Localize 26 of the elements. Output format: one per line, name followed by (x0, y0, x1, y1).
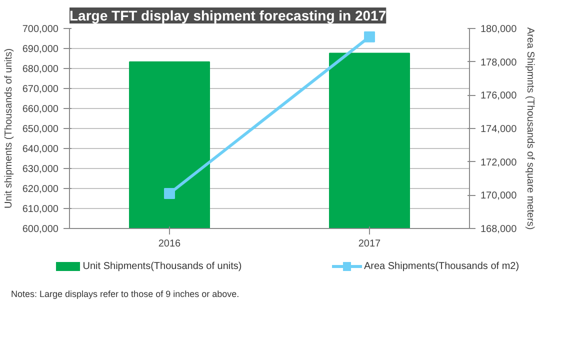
y-tick-label: 620,000 (22, 184, 59, 195)
y2-tick-label: 178,000 (480, 57, 518, 68)
y2-tick-label: 180,000 (480, 24, 518, 35)
y-tick-label: 600,000 (22, 224, 59, 235)
y2-tick-label: 168,000 (480, 224, 518, 235)
y-tick-label: 650,000 (22, 124, 59, 135)
y-tick-label: 660,000 (22, 104, 59, 115)
legend-label: Area Shipments(Thousands of m2) (362, 261, 520, 272)
chart-title: Large TFT display shipment forecasting in 2017 (70, 8, 386, 24)
y2-tick-label: 174,000 (480, 124, 518, 135)
text: Notes: Large displays refer to those of 9 inches or above. (11, 288, 240, 302)
y-axis-title: Unit shipments (Thousands of units) (3, 48, 14, 209)
y-tick-label: 670,000 (22, 84, 59, 95)
y-tick-label: 700,000 (22, 24, 59, 35)
y-tick-label: 630,000 (22, 164, 59, 175)
x-tick-label: 2016 (158, 238, 182, 250)
y2-tick-label: 172,000 (480, 157, 518, 168)
y-tick-label: 680,000 (22, 64, 59, 75)
x-tick-label: 2017 (358, 238, 382, 250)
y-tick-label: 640,000 (22, 144, 59, 155)
legend-label: Unit Shipments(Thousands of units) (82, 261, 242, 272)
y2-axis-title: Area Shipmnts (Thousands of square meters) (524, 27, 536, 230)
y-tick-label: 610,000 (22, 204, 59, 215)
y2-tick-label: 170,000 (480, 190, 518, 202)
y2-tick-label: 176,000 (480, 90, 518, 102)
y-tick-label: 690,000 (22, 44, 59, 55)
